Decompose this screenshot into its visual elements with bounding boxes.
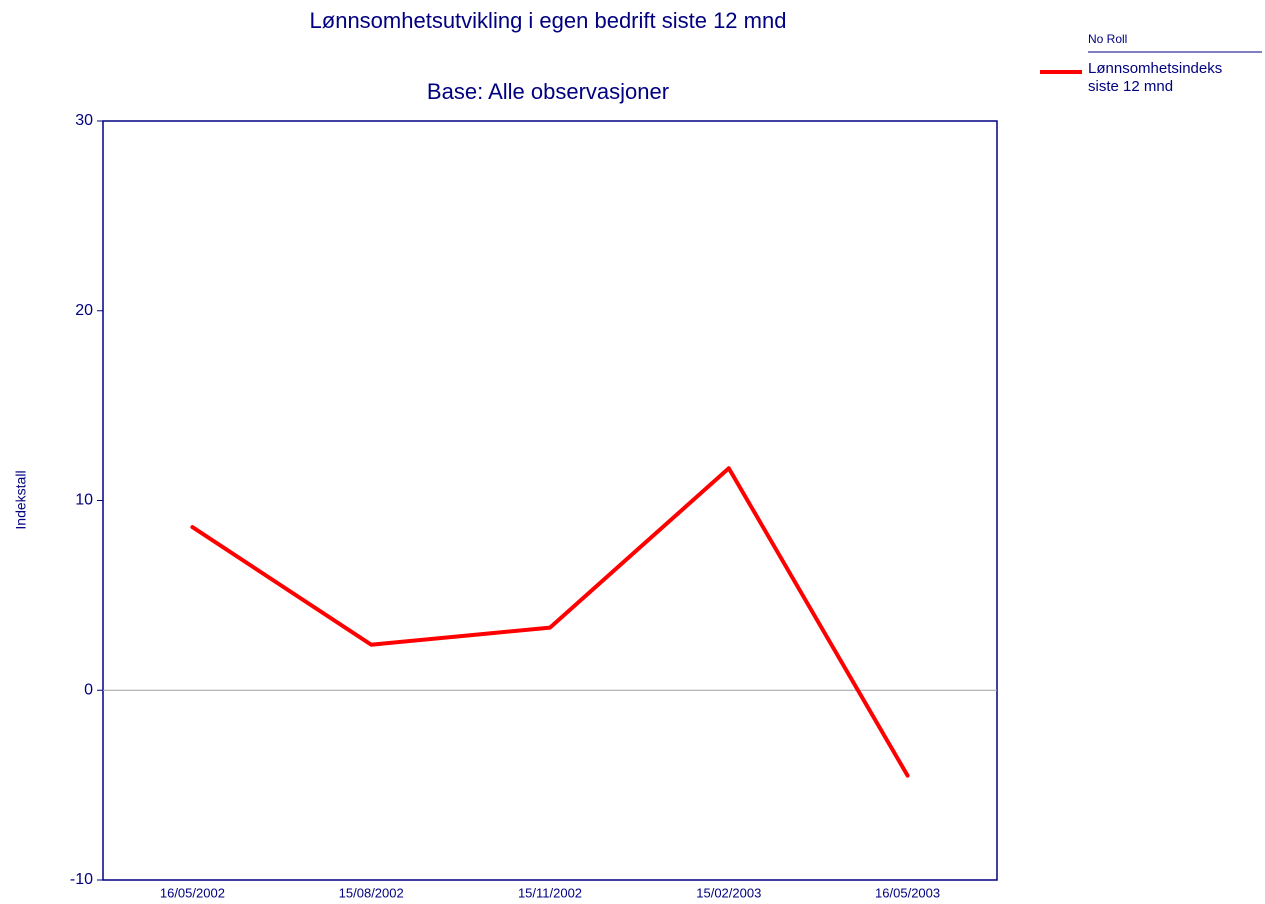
y-tick-label: 10 (75, 492, 93, 509)
x-tick-label: 16/05/2003 (875, 885, 940, 900)
legend-label: Lønnsomhetsindeks siste 12 mnd (1088, 60, 1223, 95)
chart-subtitle: Base: Alle observasjoner (427, 79, 669, 104)
y-tick-label: 0 (84, 681, 93, 698)
chart-title: Lønnsomhetsutvikling i egen bedrift sist… (310, 8, 787, 33)
legend-title: No Roll (1088, 32, 1127, 46)
y-tick-label: -10 (70, 871, 93, 888)
plot-frame (102, 120, 998, 881)
y-tick-label: 30 (75, 112, 93, 129)
y-axis-label: Indekstall (13, 470, 29, 529)
series-line (190, 466, 910, 778)
x-tick-label: 15/08/2002 (339, 885, 404, 900)
x-tick-label: 16/05/2002 (160, 885, 225, 900)
x-tick-label: 15/11/2002 (518, 885, 582, 900)
x-tick-label: 15/02/2003 (696, 885, 761, 900)
y-tick-label: 20 (75, 302, 93, 319)
